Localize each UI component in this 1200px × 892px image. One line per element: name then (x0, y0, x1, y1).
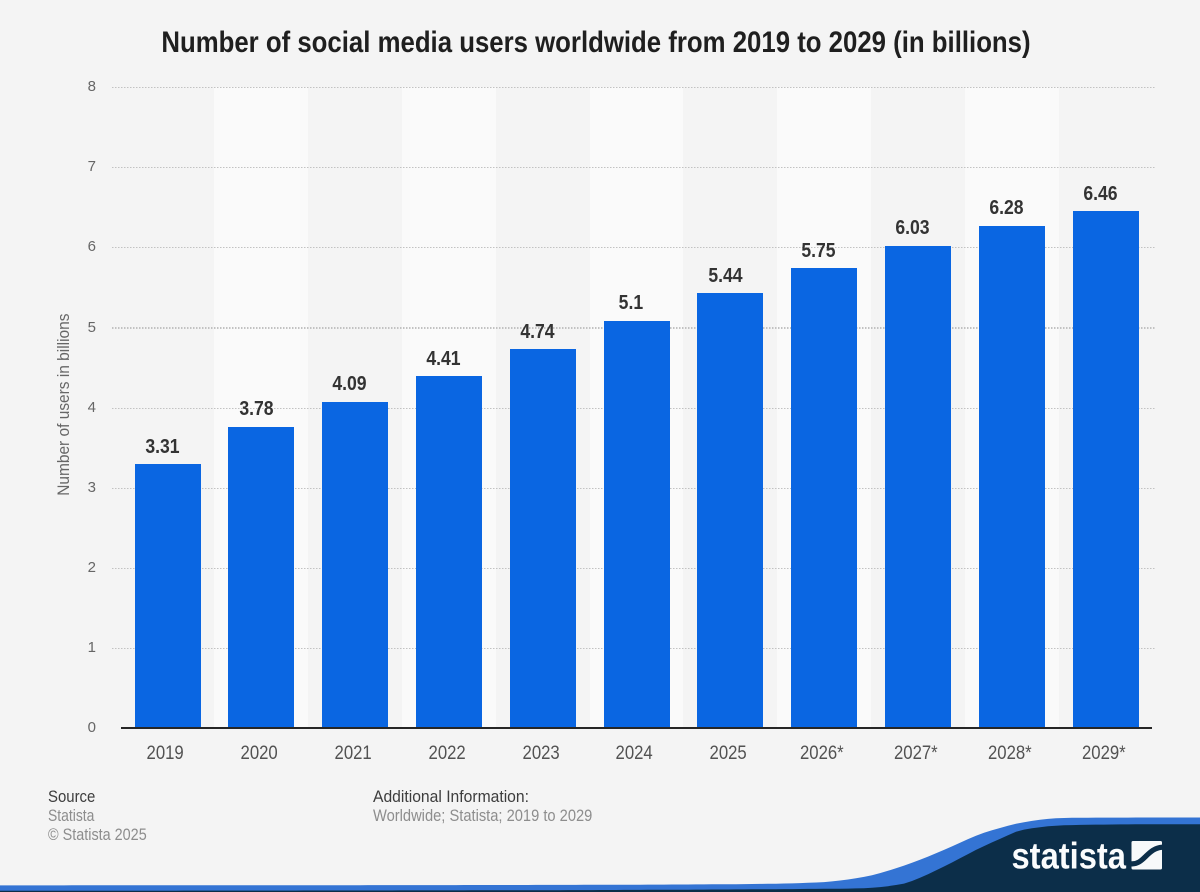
svg-text:statista: statista (1012, 834, 1127, 876)
